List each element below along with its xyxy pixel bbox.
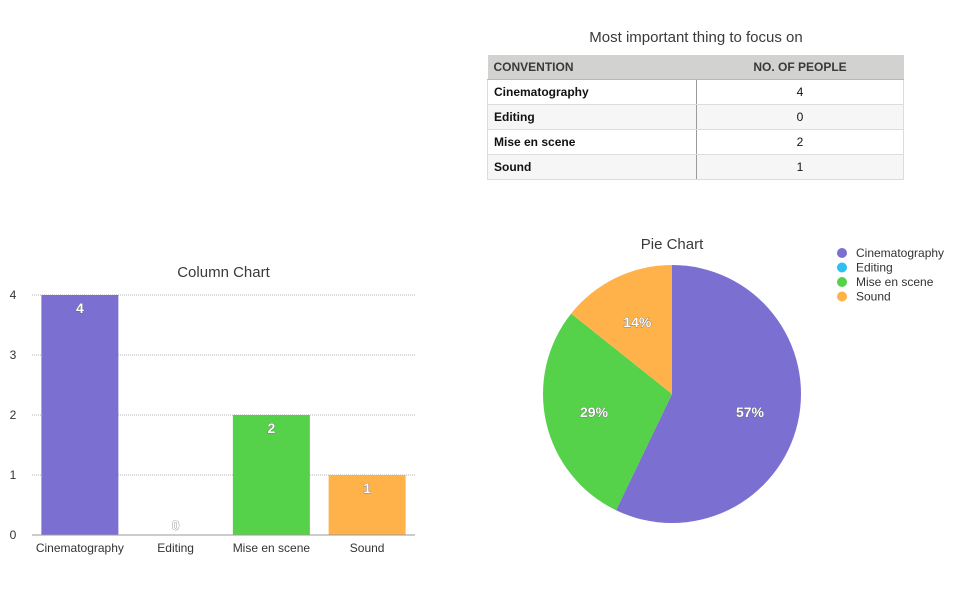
y-tick-label: 1 [10, 468, 17, 482]
header-count: NO. OF PEOPLE [696, 55, 904, 80]
bar-data-label: 0 [172, 517, 180, 533]
cell-count: 0 [696, 104, 904, 130]
pie-slice-label: 29% [580, 404, 609, 420]
cell-convention: Sound [487, 154, 697, 180]
pie-slice-label: 57% [736, 404, 765, 420]
legend-marker [837, 277, 847, 287]
y-tick-label: 4 [10, 288, 17, 302]
cell-count: 4 [696, 79, 904, 105]
x-tick-label: Editing [157, 541, 194, 555]
legend-marker [837, 262, 847, 273]
pie-slice [543, 313, 672, 511]
cell-convention: Mise en scene [487, 129, 697, 155]
column-chart: Column Chart 0 1 2 3 4 4 Cinematography 0 Editing… [10, 264, 415, 555]
table-header-row: CONVENTION NO. OF PEOPLE [487, 55, 904, 80]
table-row: Mise en scene 2 [487, 129, 904, 155]
data-table: CONVENTION NO. OF PEOPLE Cinematography … [487, 55, 904, 180]
legend-label: Editing [856, 261, 893, 275]
table-row: Editing 0 [487, 104, 904, 130]
pie-slice [616, 265, 801, 523]
y-tick-label: 2 [10, 408, 17, 422]
bar [232, 415, 310, 535]
cell-count: 1 [696, 154, 904, 180]
legend-marker [837, 248, 847, 258]
pie-slice-label: 14% [623, 314, 652, 330]
y-tick-label: 3 [10, 348, 17, 362]
bar [41, 295, 119, 535]
bar-data-label: 4 [76, 300, 84, 316]
x-tick-label: Mise en scene [233, 541, 311, 555]
legend-label: Cinematography [856, 246, 944, 260]
table-row: Cinematography 4 [487, 79, 904, 105]
bar [328, 475, 406, 535]
legend-label: Mise en scene [856, 275, 934, 289]
pie-chart-title: Pie Chart [641, 236, 704, 253]
y-tick-label: 0 [10, 528, 17, 542]
legend-marker [837, 291, 847, 302]
bar-data-label: 1 [363, 480, 371, 496]
cell-count: 2 [696, 129, 904, 155]
pie-chart: Pie Chart 57% 29% 14% CinematographyEditingM… [543, 236, 944, 523]
header-convention: CONVENTION [487, 55, 697, 80]
pie-slice [571, 265, 672, 394]
cell-convention: Editing [487, 104, 697, 130]
x-tick-label: Sound [350, 541, 385, 555]
table-title: Most important thing to focus on [589, 29, 803, 46]
column-chart-title: Column Chart [177, 264, 270, 281]
legend-label: Sound [856, 290, 891, 304]
cell-convention: Cinematography [487, 79, 697, 105]
bar-data-label: 2 [267, 420, 275, 436]
x-tick-label: Cinematography [36, 541, 124, 555]
table-row: Sound 1 [487, 154, 904, 180]
